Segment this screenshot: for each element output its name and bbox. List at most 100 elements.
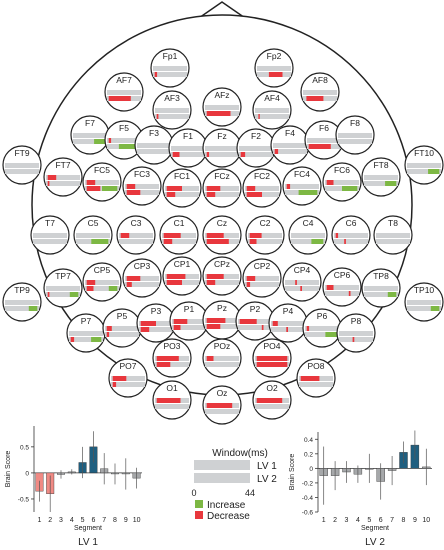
lv1-window-track bbox=[33, 233, 67, 238]
decrease-mark bbox=[70, 337, 75, 342]
lv2-window-track bbox=[407, 306, 441, 311]
lv2-window-track bbox=[334, 239, 368, 244]
electrode-label: C4 bbox=[303, 218, 314, 228]
y-axis-label: Brain Score bbox=[5, 451, 12, 488]
electrode-label: FT7 bbox=[55, 160, 70, 170]
chart-title: LV 1 bbox=[78, 537, 98, 548]
electrode-cp4: CP4 bbox=[282, 262, 322, 302]
electrode-label: CP6 bbox=[334, 270, 351, 280]
electrode-p3: P3 bbox=[136, 303, 176, 343]
electrode-po4: PO4 bbox=[252, 338, 292, 378]
lv2-window-track bbox=[248, 239, 282, 244]
electrode-label: CP5 bbox=[94, 265, 111, 275]
electrode-cp1: CP1 bbox=[162, 256, 202, 296]
increase-mark bbox=[298, 190, 318, 195]
decrease-mark bbox=[173, 319, 188, 324]
lv2-window-track bbox=[85, 286, 119, 291]
decrease-mark bbox=[156, 362, 171, 367]
decrease-mark bbox=[140, 321, 156, 326]
y-axis-label: Brain Score bbox=[289, 454, 296, 491]
lv1-window-track bbox=[255, 108, 289, 113]
lv2-window-track bbox=[205, 152, 239, 157]
decrease-mark bbox=[106, 326, 112, 331]
lv1-window-track bbox=[205, 186, 239, 191]
electrode-label: F4 bbox=[285, 128, 295, 138]
legend-decrease-swatch bbox=[195, 511, 203, 519]
increase-mark bbox=[311, 239, 324, 244]
lv2-window-track bbox=[407, 169, 441, 174]
electrode-label: P8 bbox=[351, 316, 362, 326]
electrode-fc3: FC3 bbox=[122, 166, 162, 206]
lv1-window-track bbox=[291, 233, 325, 238]
decrease-mark bbox=[120, 233, 130, 238]
electrode-label: PO3 bbox=[163, 341, 180, 351]
decrease-mark bbox=[300, 286, 302, 291]
decrease-mark bbox=[258, 114, 260, 119]
lv1-window-track bbox=[76, 233, 110, 238]
decrease-mark bbox=[206, 324, 221, 329]
increase-mark bbox=[428, 169, 440, 174]
lv2-window-track bbox=[111, 382, 145, 387]
decrease-mark bbox=[249, 233, 262, 238]
electrode-af8: AF8 bbox=[300, 72, 340, 112]
electrode-f6: F6 bbox=[304, 120, 344, 160]
electrode-label: TP9 bbox=[14, 285, 30, 295]
lv1-window-track bbox=[171, 146, 205, 151]
lv2-window-track bbox=[205, 192, 239, 197]
electrode-cp2: CP2 bbox=[242, 258, 282, 298]
decrease-mark bbox=[326, 285, 334, 290]
lv1-window-track bbox=[155, 108, 189, 113]
decrease-mark bbox=[246, 186, 256, 191]
lv1-window-track bbox=[271, 321, 305, 326]
lv2-window-track bbox=[338, 139, 372, 144]
y-tick-label: 0.5 bbox=[20, 444, 29, 451]
decrease-mark bbox=[206, 152, 210, 157]
lv2-window-track bbox=[125, 282, 159, 287]
lv1-window-track bbox=[205, 146, 239, 151]
electrode-label: FC1 bbox=[174, 171, 190, 181]
y-tick-label: -0.5 bbox=[18, 496, 30, 503]
electrode-po7: PO7 bbox=[108, 358, 148, 398]
lv1-window-track bbox=[205, 105, 239, 110]
decrease-mark bbox=[246, 192, 262, 197]
decrease-mark bbox=[249, 239, 257, 244]
lv1-window-track bbox=[205, 356, 239, 361]
lv1-window-track bbox=[248, 233, 282, 238]
lv1-window-track bbox=[73, 133, 107, 138]
decrease-mark bbox=[126, 282, 132, 287]
electrode-label: TP8 bbox=[373, 271, 389, 281]
lv1-window-track bbox=[137, 143, 171, 148]
electrode-af7: AF7 bbox=[104, 72, 144, 112]
decrease-mark bbox=[206, 280, 216, 285]
bar-chart-lv1: -0.5 0 0.5 1 2 3 4 5 6 7 8 9 10 Segment Brain Score LV … bbox=[5, 426, 142, 548]
x-tick-label: 9 bbox=[124, 517, 128, 524]
increase-mark bbox=[118, 144, 140, 149]
electrode-label: Fp1 bbox=[163, 51, 178, 61]
electrode-label: POz bbox=[214, 341, 231, 351]
decrease-mark bbox=[246, 282, 251, 287]
decrease-mark bbox=[206, 274, 224, 279]
electrode-label: P1 bbox=[184, 304, 195, 314]
electrode-c5: C5 bbox=[73, 215, 113, 255]
electrode-label: Fp2 bbox=[267, 51, 282, 61]
y-tick-label: 0 bbox=[309, 466, 313, 473]
lv2-window-track bbox=[255, 114, 289, 119]
lv1-window-track bbox=[5, 300, 39, 305]
decrease-mark bbox=[166, 280, 182, 285]
electrode-label: FT9 bbox=[14, 148, 29, 158]
electrode-label: P4 bbox=[283, 306, 294, 316]
decrease-mark bbox=[206, 186, 221, 191]
electrode-tp8: TP8 bbox=[361, 268, 401, 308]
decrease-mark bbox=[126, 276, 141, 281]
lv1-window-track bbox=[376, 233, 410, 238]
electrode-f8: F8 bbox=[335, 115, 375, 155]
x-tick-label: 6 bbox=[379, 517, 383, 524]
electrode-po8: PO8 bbox=[296, 358, 336, 398]
electrode-label: TP10 bbox=[414, 285, 435, 295]
decrease-mark bbox=[106, 332, 110, 337]
electrode-label: FC4 bbox=[294, 169, 310, 179]
electrode-tp9: TP9 bbox=[2, 282, 42, 322]
lv2-window-track bbox=[33, 239, 67, 244]
electrode-label: PO8 bbox=[307, 361, 324, 371]
electrode-ft10: FT10 bbox=[404, 145, 444, 185]
